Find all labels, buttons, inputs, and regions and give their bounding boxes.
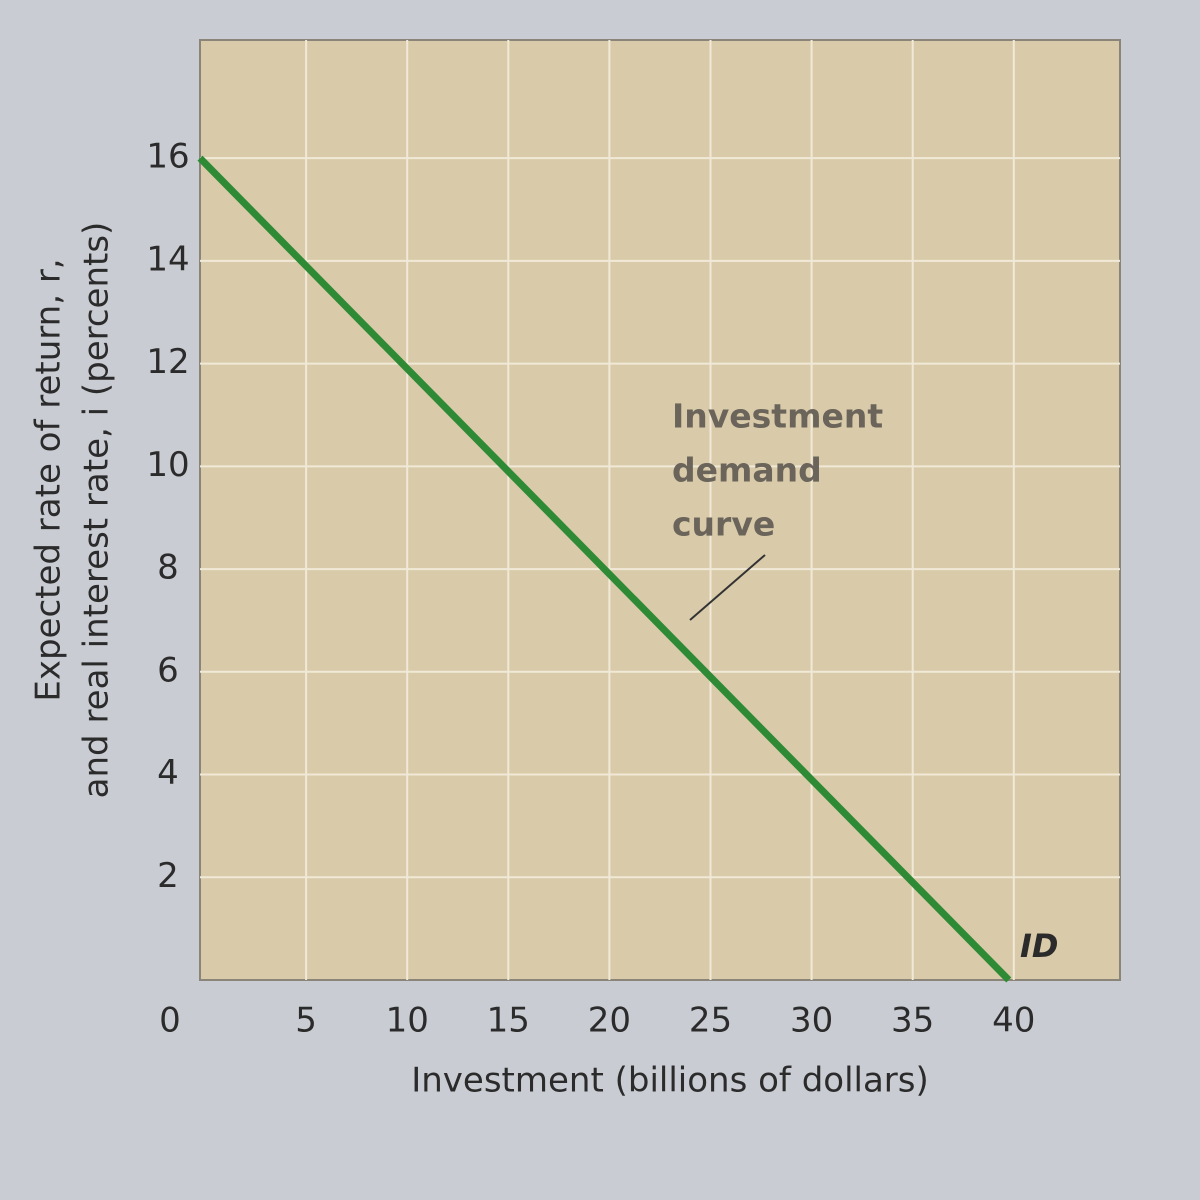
y-tick-label: 2 bbox=[157, 856, 179, 896]
y-tick-label: 12 bbox=[146, 342, 189, 382]
x-tick-label: 0 bbox=[159, 1001, 181, 1041]
marks bbox=[197, 155, 1012, 983]
x-axis-title: Investment (billions of dollars) bbox=[411, 1061, 929, 1101]
y-tick-label: 4 bbox=[157, 753, 179, 793]
y-axis-title: Expected rate of return, r, bbox=[29, 258, 69, 701]
x-tick-label: 30 bbox=[790, 1001, 833, 1041]
curve-label: ID bbox=[1020, 927, 1058, 965]
x-tick-label: 25 bbox=[689, 1001, 732, 1041]
annotation: curve bbox=[672, 505, 775, 544]
leader-line bbox=[689, 554, 766, 621]
x-tick-label: 5 bbox=[295, 1001, 317, 1041]
x-tick-label: 10 bbox=[386, 1001, 429, 1041]
y-tick-label: 16 bbox=[146, 137, 189, 177]
x-tick-label: 40 bbox=[992, 1001, 1035, 1041]
line bbox=[197, 155, 1012, 983]
x-tick-label: 20 bbox=[588, 1001, 631, 1041]
y-tick-label: 10 bbox=[146, 445, 189, 485]
grid bbox=[200, 40, 1120, 980]
plot-area bbox=[199, 39, 1121, 981]
x-tick-label: 35 bbox=[891, 1001, 934, 1041]
y-tick-label: 6 bbox=[157, 650, 179, 690]
annotation: Investment bbox=[672, 397, 883, 436]
x-tick-label: 15 bbox=[487, 1001, 530, 1041]
y-tick-label: 14 bbox=[146, 239, 189, 279]
y-axis-title: and real interest rate, i (percents) bbox=[77, 222, 117, 799]
annotation: demand bbox=[672, 451, 822, 490]
y-tick-label: 8 bbox=[157, 548, 179, 588]
